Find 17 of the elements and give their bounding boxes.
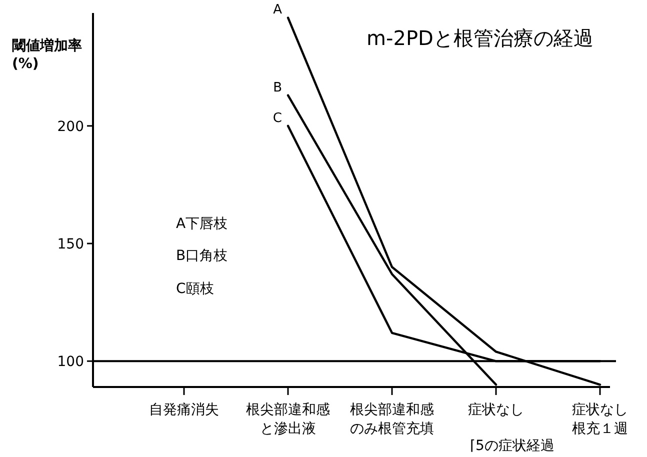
text: m-2PDと根管治療の経過 — [366, 26, 594, 50]
annotation: C頤枝 — [176, 281, 214, 297]
series-label: B — [273, 80, 282, 96]
y-tick-label: 150 — [57, 236, 84, 252]
x-tick-label: 根尖部違和感のみ根管充填 — [350, 402, 434, 437]
series-label: C — [272, 110, 282, 126]
series-label: A — [273, 2, 282, 18]
y-tick-label: 200 — [57, 118, 84, 135]
x-tick-label: 自発痛消失 — [149, 402, 219, 418]
annotation: A下唇枝 — [176, 216, 228, 232]
x-tick-label: 根尖部違和感と滲出液 — [246, 402, 330, 437]
x-tick-label: 症状なし — [468, 402, 524, 418]
x-tick-label: 症状なし根充１週 — [572, 402, 628, 437]
y-axis-title: 閾値増加率 (%) — [12, 37, 82, 72]
y-tick-label: 100 — [57, 354, 84, 370]
text: ⌈5の症状経過 — [470, 438, 554, 454]
annotation: B口角枝 — [176, 248, 228, 264]
